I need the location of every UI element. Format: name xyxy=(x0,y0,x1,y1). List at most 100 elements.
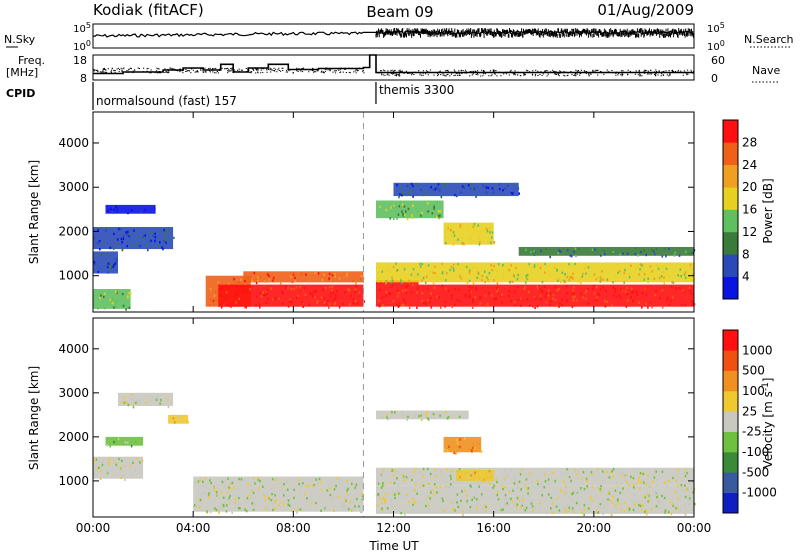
heatmap-speckle xyxy=(377,494,380,498)
heatmap-speckle xyxy=(242,288,245,292)
heatmap-speckle xyxy=(649,265,652,268)
heatmap-speckle xyxy=(213,298,216,301)
heatmap-speckle xyxy=(257,279,259,283)
heatmap-speckle xyxy=(597,468,599,471)
cpid-program-2: themis 3300 xyxy=(379,83,454,97)
heatmap-speckle xyxy=(487,279,489,282)
heatmap-speckle xyxy=(154,232,156,235)
heatmap-speckle xyxy=(430,186,432,189)
heatmap-speckle xyxy=(111,457,114,460)
heatmap-speckle xyxy=(490,494,492,498)
heatmap-speckle xyxy=(352,279,354,283)
y-tick-label: 1000 xyxy=(58,474,89,488)
heatmap-speckle xyxy=(632,299,634,303)
heatmap-speckle xyxy=(220,491,222,494)
heatmap-speckle xyxy=(586,480,588,483)
heatmap-speckle xyxy=(671,281,673,284)
heatmap-speckle xyxy=(602,480,604,483)
heatmap-speckle xyxy=(216,487,218,490)
beam-title: Beam 09 xyxy=(366,3,433,21)
heatmap-speckle xyxy=(654,293,657,297)
heatmap-speckle xyxy=(653,277,656,281)
heatmap-speckle xyxy=(599,288,602,291)
heatmap-speckle xyxy=(670,285,673,288)
heatmap-speckle xyxy=(111,299,113,302)
heatmap-speckle xyxy=(421,484,424,487)
heatmap-speckle xyxy=(469,289,471,293)
heatmap-speckle xyxy=(458,415,461,418)
heatmap-speckle xyxy=(603,506,606,509)
heatmap-speckle xyxy=(660,275,663,278)
heatmap-speckle xyxy=(165,236,167,240)
heatmap-speckle xyxy=(435,475,437,478)
heatmap-speckle xyxy=(126,244,129,248)
heatmap-speckle xyxy=(238,281,241,284)
heatmap-speckle xyxy=(217,281,220,284)
heatmap-speckle xyxy=(477,271,479,274)
heatmap-speckle xyxy=(270,287,272,290)
heatmap-speckle xyxy=(335,294,337,297)
heatmap-speckle xyxy=(97,241,99,245)
heatmap-speckle xyxy=(329,302,331,306)
heatmap-speckle xyxy=(510,264,512,267)
heatmap-speckle xyxy=(488,272,491,275)
heatmap-speckle xyxy=(659,297,661,300)
heatmap-speckle xyxy=(450,265,453,269)
heatmap-speckle xyxy=(420,418,423,422)
heatmap-speckle xyxy=(100,469,102,473)
heatmap-speckle xyxy=(591,473,593,476)
heatmap-speckle xyxy=(257,276,259,279)
heatmap-speckle xyxy=(601,270,603,273)
heatmap-speckle xyxy=(623,281,625,284)
heatmap-speckle xyxy=(99,296,101,300)
heatmap-speckle xyxy=(115,242,118,245)
heatmap-speckle xyxy=(645,253,647,257)
heatmap-speckle xyxy=(466,494,468,497)
heatmap-speckle xyxy=(480,495,483,499)
heatmap-speckle xyxy=(554,299,557,302)
heatmap-speckle xyxy=(512,192,514,195)
heatmap-speckle xyxy=(173,236,175,240)
heatmap-speckle xyxy=(600,254,602,257)
heatmap-speckle xyxy=(416,492,418,495)
heatmap-speckle xyxy=(452,231,455,234)
heatmap-speckle xyxy=(434,188,437,191)
heatmap-speckle xyxy=(396,183,398,187)
heatmap-speckle xyxy=(525,274,527,278)
heatmap-speckle xyxy=(310,497,312,500)
heatmap-speckle xyxy=(425,504,427,508)
heatmap-speckle xyxy=(238,496,240,500)
heatmap-speckle xyxy=(640,279,642,282)
heatmap-speckle xyxy=(574,470,576,474)
heatmap-speckle xyxy=(291,280,294,284)
heatmap-speckle xyxy=(219,287,222,291)
heatmap-speckle xyxy=(615,504,617,507)
heatmap-speckle xyxy=(653,476,656,479)
heatmap-speckle xyxy=(445,484,447,488)
heatmap-speckle xyxy=(351,508,353,511)
heatmap-speckle xyxy=(648,494,650,497)
heatmap-speckle xyxy=(356,497,358,501)
heatmap-speckle xyxy=(479,240,481,244)
heatmap-speckle xyxy=(510,191,513,195)
heatmap-speckle xyxy=(552,511,555,515)
heatmap-speckle xyxy=(587,287,589,291)
heatmap-speckle xyxy=(121,475,123,478)
heatmap-speckle xyxy=(627,506,629,509)
heatmap-speckle xyxy=(623,479,626,482)
heatmap-speckle xyxy=(131,244,133,247)
heatmap-speckle xyxy=(678,254,681,257)
heatmap-speckle xyxy=(505,475,508,479)
heatmap-speckle xyxy=(641,306,643,309)
heatmap-speckle xyxy=(393,481,396,485)
heatmap-speckle xyxy=(421,211,423,215)
heatmap-speckle xyxy=(595,495,598,498)
heatmap-speckle xyxy=(452,480,455,483)
heatmap-speckle xyxy=(412,501,415,504)
heatmap-speckle xyxy=(214,508,217,512)
heatmap-speckle xyxy=(406,493,408,497)
heatmap-speckle xyxy=(446,449,449,452)
heatmap-speckle xyxy=(221,507,223,510)
heatmap-speckle xyxy=(667,508,670,511)
